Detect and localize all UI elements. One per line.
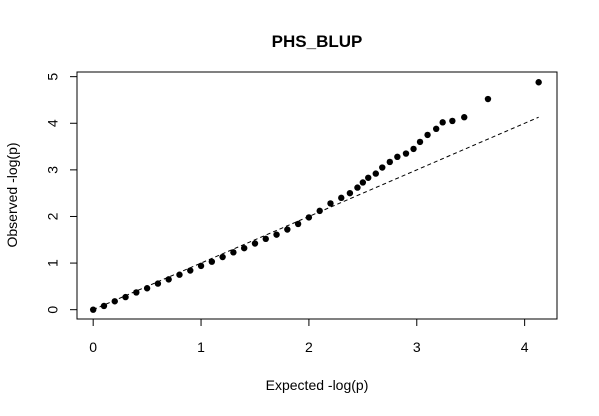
data-point — [230, 249, 237, 256]
data-point — [449, 117, 456, 125]
data-point — [208, 258, 216, 265]
x-tick-label: 3 — [413, 339, 421, 355]
data-point — [133, 289, 140, 296]
data-point — [176, 271, 183, 278]
data-point — [424, 131, 431, 139]
reference-line — [92, 116, 539, 311]
data-point — [327, 200, 334, 207]
data-point — [187, 267, 194, 274]
plot-frame — [76, 71, 558, 320]
data-point — [416, 138, 424, 146]
x-axis-label: Expected -log(p) — [266, 377, 369, 393]
data-points — [89, 79, 542, 313]
data-point — [197, 262, 205, 270]
x-tick-label: 0 — [89, 339, 97, 355]
data-point — [305, 214, 313, 221]
data-point — [359, 179, 367, 186]
data-point — [365, 174, 372, 181]
data-point — [354, 184, 361, 191]
y-tick-label: 1 — [45, 259, 61, 267]
data-point — [100, 302, 108, 310]
y-axis: 0 1 2 3 4 5 — [45, 73, 77, 314]
data-point — [273, 231, 280, 238]
data-point — [379, 164, 386, 171]
y-tick-label: 5 — [45, 73, 61, 81]
data-point — [394, 153, 401, 161]
data-point — [346, 189, 354, 197]
data-point — [410, 145, 417, 153]
data-point — [122, 293, 129, 301]
data-point — [338, 194, 345, 202]
data-point — [439, 119, 446, 126]
data-point — [284, 226, 291, 233]
y-tick-label: 4 — [45, 119, 61, 127]
x-tick-label: 1 — [197, 339, 205, 355]
y-tick-label: 0 — [45, 306, 61, 314]
data-point — [154, 280, 162, 287]
y-tick-label: 3 — [45, 166, 61, 174]
data-point — [535, 79, 542, 86]
data-point — [262, 235, 269, 243]
data-point — [143, 285, 151, 292]
data-point — [111, 298, 118, 305]
data-point — [402, 150, 410, 157]
y-tick-label: 2 — [45, 212, 61, 220]
y-axis-label: Observed -log(p) — [4, 142, 20, 247]
data-point — [240, 244, 248, 252]
data-point — [484, 95, 492, 103]
x-axis: 0 1 2 3 4 — [89, 319, 529, 355]
data-point — [461, 114, 468, 121]
chart-title: PHS_BLUP — [272, 32, 363, 51]
x-tick-label: 2 — [305, 339, 313, 355]
data-point — [316, 207, 323, 215]
data-point — [251, 240, 259, 247]
data-point — [219, 253, 226, 261]
data-point — [386, 158, 394, 166]
x-tick-label: 4 — [521, 339, 529, 355]
data-point — [294, 220, 302, 228]
data-point — [372, 170, 379, 177]
data-point — [432, 125, 440, 133]
data-point — [89, 306, 97, 313]
data-point — [165, 276, 172, 283]
